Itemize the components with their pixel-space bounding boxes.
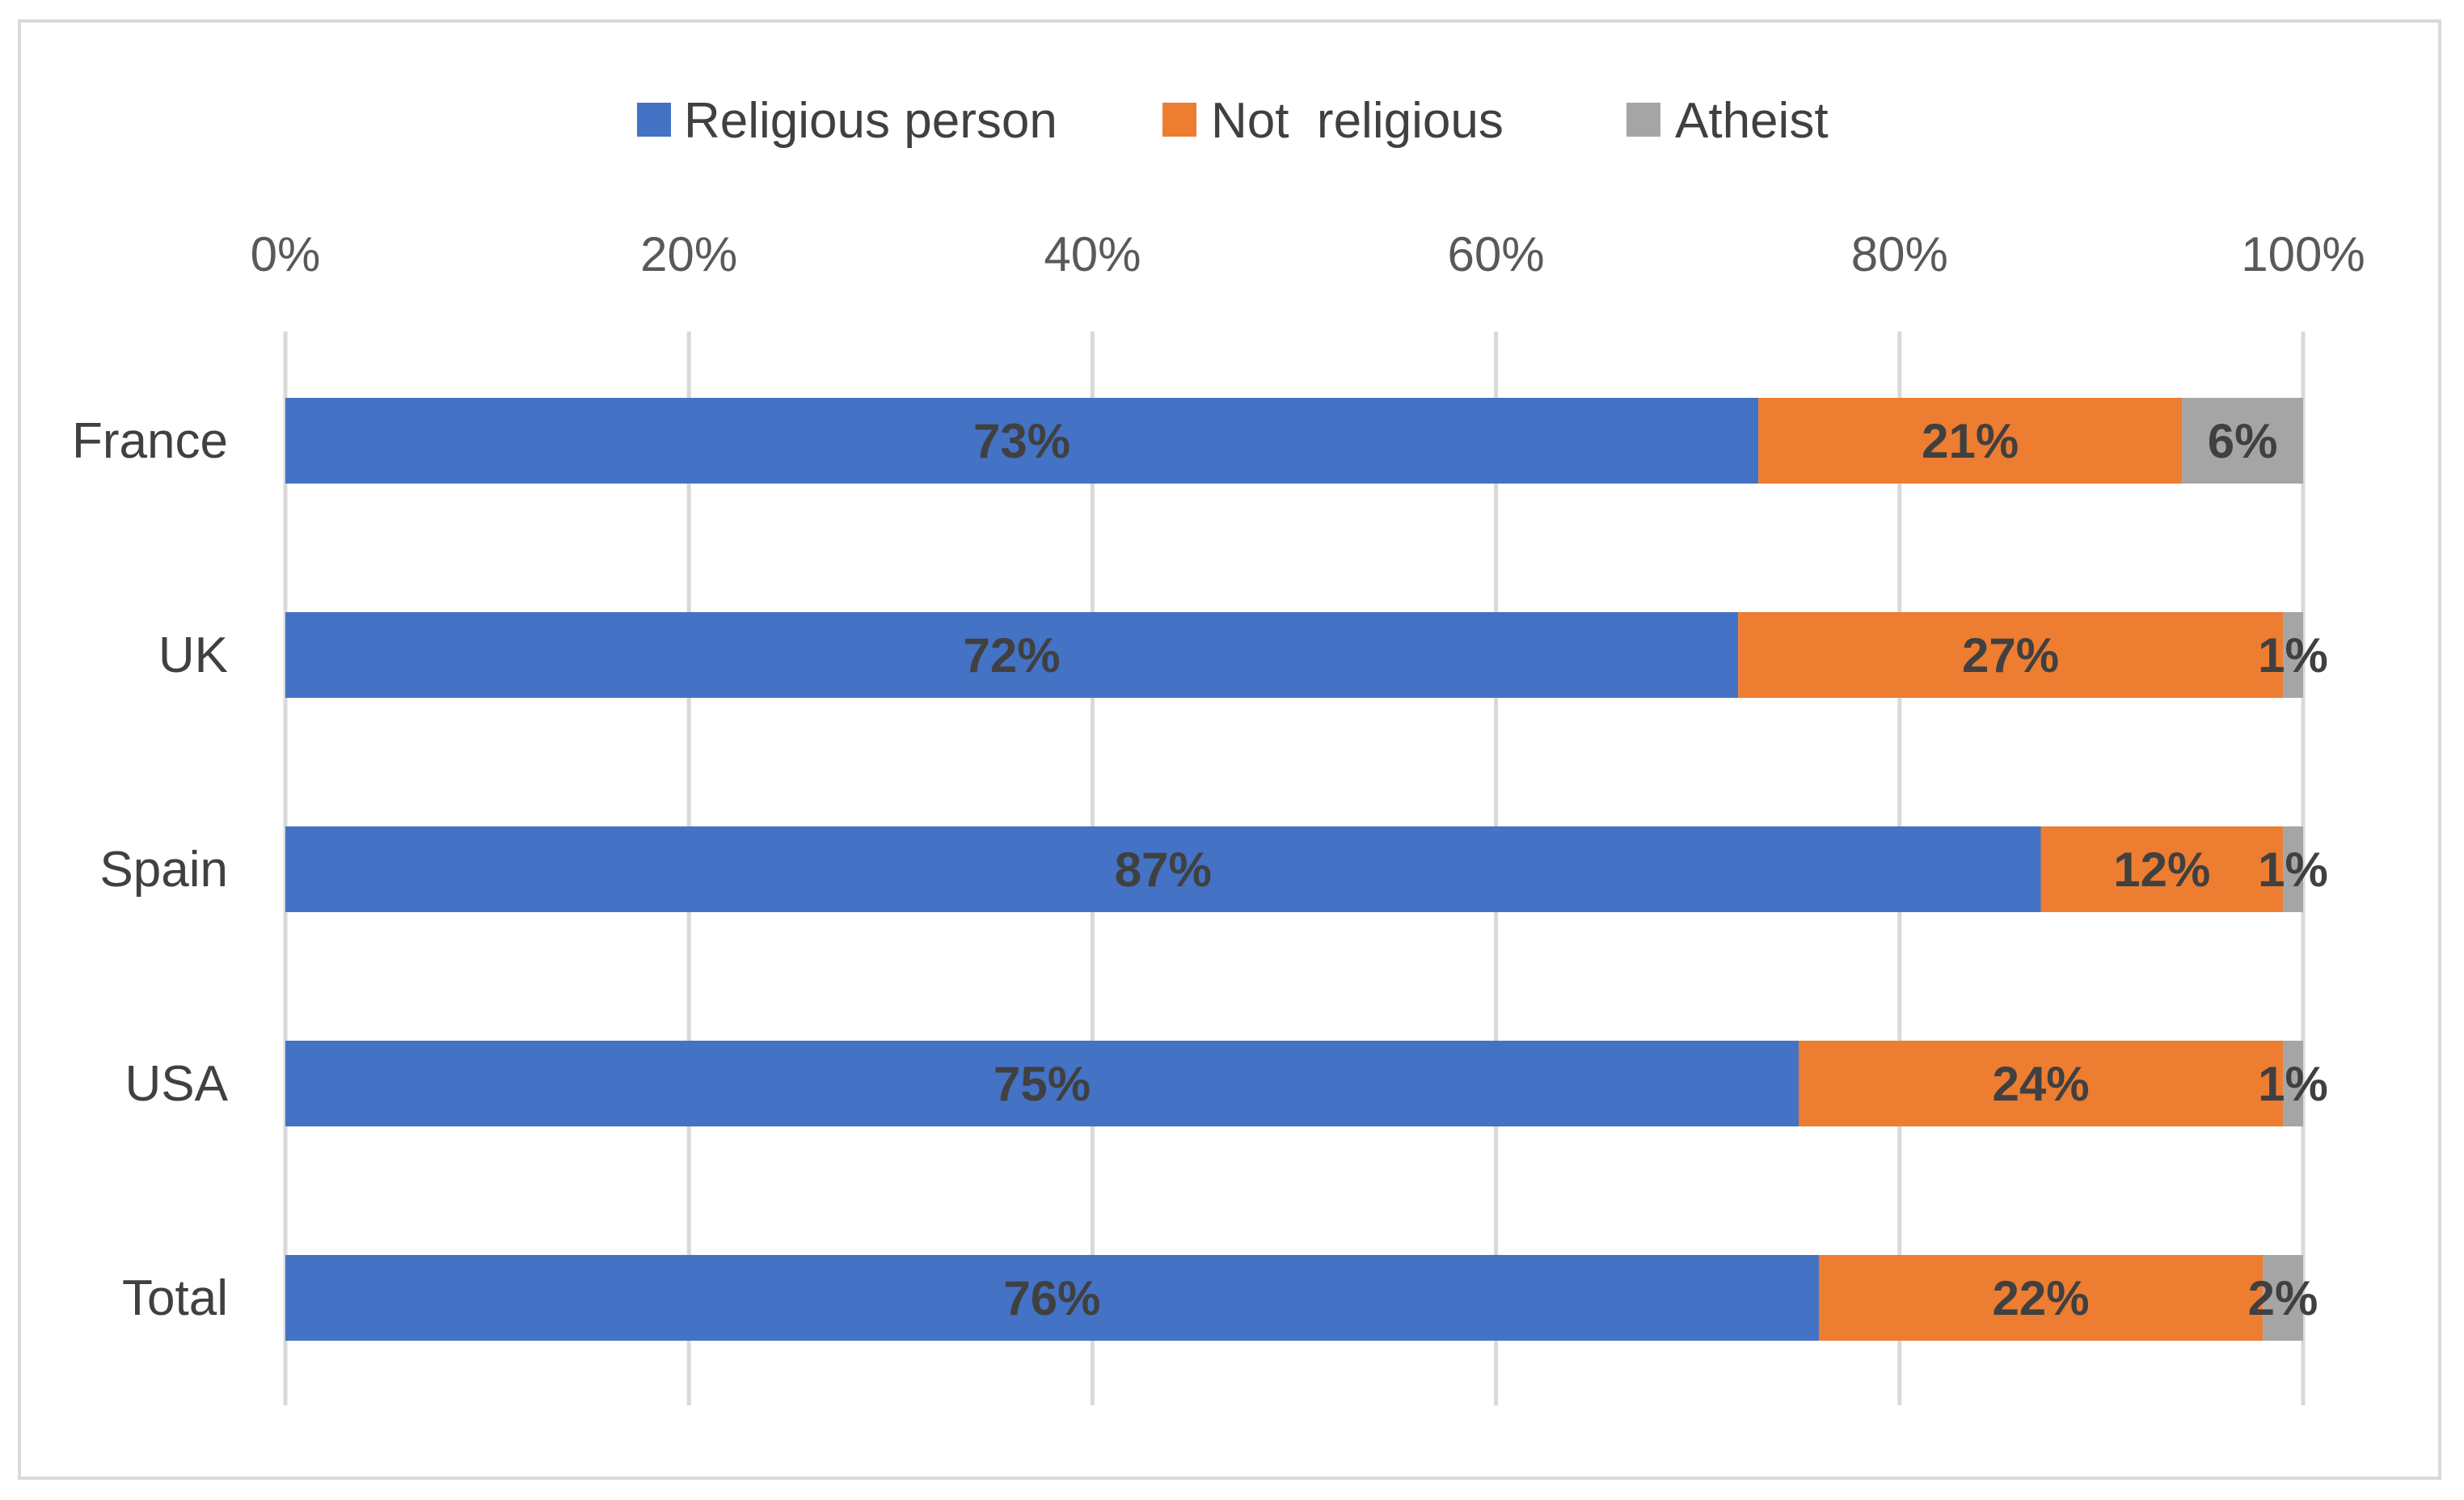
x-tick-label-5: 100%	[2241, 227, 2365, 281]
data-label-usa-1: 24%	[1992, 1057, 2089, 1111]
bars	[285, 398, 2303, 1341]
category-label-usa: USA	[125, 1056, 229, 1112]
x-tick-label-0: 0%	[251, 227, 321, 281]
bar-uk-0	[285, 612, 1739, 698]
data-label-spain-1: 12%	[2113, 843, 2210, 897]
bar-france-0	[285, 398, 1759, 484]
data-label-total-1: 22%	[1992, 1271, 2089, 1325]
x-tick-label-1: 20%	[640, 227, 737, 281]
data-label-usa-2: 1%	[2258, 1057, 2328, 1111]
data-label-total-2: 2%	[2248, 1271, 2318, 1325]
legend: Religious person Not religious Atheist	[637, 93, 1829, 149]
bar-spain-2	[2283, 826, 2303, 912]
x-axis-tick-labels: 0% 20% 40% 60% 80% 100%	[251, 227, 2365, 281]
bar-usa-1	[1799, 1041, 2284, 1126]
data-label-uk-2: 1%	[2258, 628, 2328, 682]
data-label-spain-0: 87%	[1115, 843, 1212, 897]
data-labels: 73% 21% 6% 72% 27% 1% 87% 12% 1% 75% 24% 1% 76% 22% 2%	[964, 414, 2328, 1325]
bar-usa-0	[285, 1041, 1799, 1126]
bar-uk-1	[1738, 612, 2284, 698]
category-label-uk: UK	[158, 627, 228, 683]
bar-usa-2	[2283, 1041, 2303, 1126]
data-label-uk-1: 27%	[1962, 628, 2059, 682]
legend-swatch-0	[637, 103, 671, 137]
bar-france-1	[1758, 398, 2183, 484]
legend-label-0: Religious person	[684, 93, 1057, 149]
legend-swatch-1	[1162, 103, 1196, 137]
bar-total-1	[1818, 1255, 2264, 1341]
bar-france-2	[2182, 398, 2303, 484]
data-label-uk-0: 72%	[964, 628, 1061, 682]
data-label-france-0: 73%	[973, 414, 1070, 468]
data-label-france-2: 6%	[2208, 414, 2278, 468]
category-label-spain: Spain	[99, 842, 228, 898]
x-tick-label-2: 40%	[1044, 227, 1141, 281]
category-label-total: Total	[122, 1270, 228, 1326]
x-tick-label-4: 80%	[1851, 227, 1948, 281]
bar-total-0	[285, 1255, 1819, 1341]
bar-spain-1	[2040, 826, 2284, 912]
data-label-total-0: 76%	[1003, 1271, 1100, 1325]
data-label-usa-0: 75%	[994, 1057, 1091, 1111]
category-label-france: France	[72, 413, 228, 469]
data-label-france-1: 21%	[1922, 414, 2019, 468]
bar-uk-2	[2283, 612, 2303, 698]
legend-label-2: Atheist	[1675, 93, 1829, 149]
bar-spain-0	[285, 826, 2041, 912]
bar-total-2	[2263, 1255, 2303, 1341]
legend-label-1: Not religious	[1211, 93, 1504, 149]
x-tick-label-3: 60%	[1448, 227, 1545, 281]
legend-swatch-2	[1626, 103, 1660, 137]
chart-frame	[18, 19, 2441, 1480]
category-labels: France UK Spain USA Total	[72, 413, 229, 1326]
data-label-spain-2: 1%	[2258, 843, 2328, 897]
